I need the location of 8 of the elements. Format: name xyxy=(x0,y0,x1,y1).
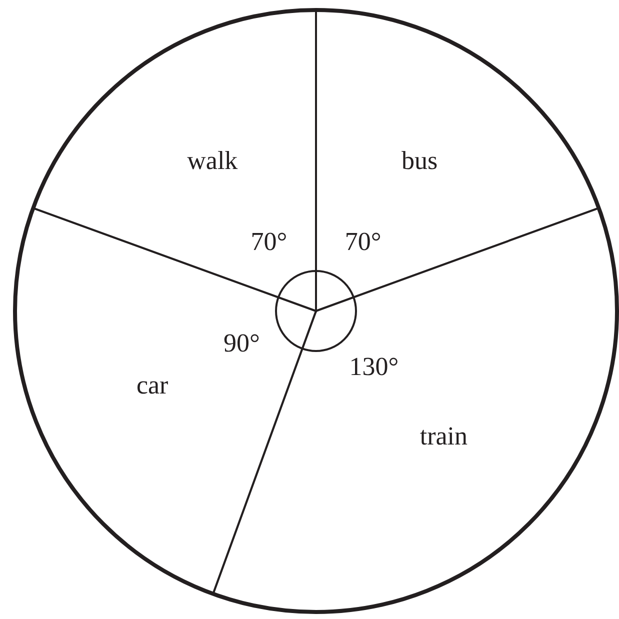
slice-label: walk xyxy=(187,146,238,176)
data-label: 70° xyxy=(344,226,382,256)
data-label: 130° xyxy=(349,352,399,381)
data-label: 90° xyxy=(223,328,260,358)
data-label: 70° xyxy=(250,226,288,256)
slice-label: car xyxy=(136,370,169,400)
slice-label: train xyxy=(420,422,468,451)
slice-label: bus xyxy=(402,146,438,176)
